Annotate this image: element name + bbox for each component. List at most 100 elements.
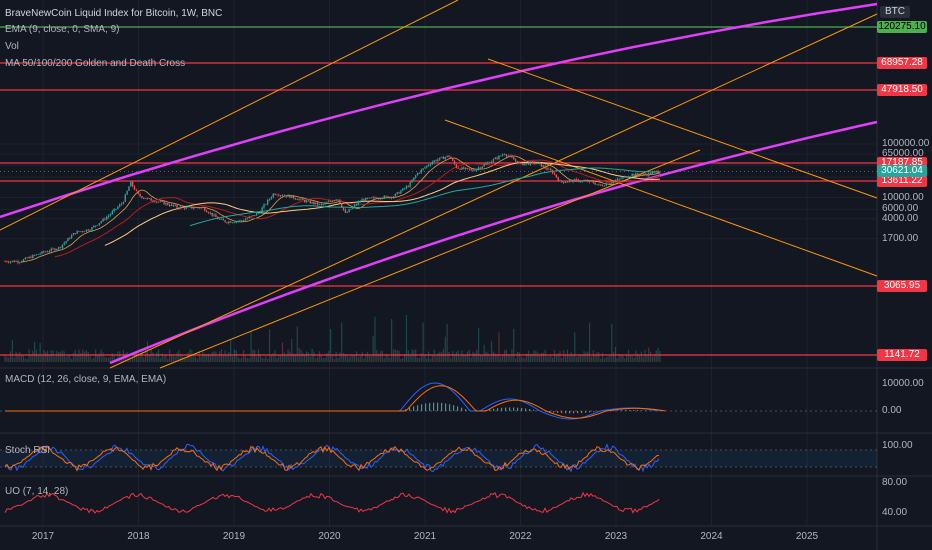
volume-bar — [194, 356, 197, 362]
macd-histogram-bar — [513, 407, 515, 411]
macd-histogram-bar — [521, 407, 523, 411]
candle-body — [70, 235, 73, 239]
volume-bar — [132, 357, 134, 362]
candle-body — [122, 201, 125, 204]
macd-histogram-bar — [637, 410, 639, 411]
candle-body — [463, 167, 465, 170]
candle-body — [22, 259, 25, 262]
volume-bar — [587, 351, 589, 362]
volume-bar — [457, 350, 459, 362]
volume-bar — [96, 355, 99, 362]
volume-bar — [603, 358, 605, 362]
macd-histogram-bar — [633, 410, 635, 411]
candle-body — [448, 155, 450, 157]
candle-body — [405, 186, 408, 189]
volume-bar — [589, 322, 591, 362]
candle-body — [620, 178, 622, 180]
candle-body — [551, 170, 554, 174]
uo-legend[interactable]: UO (7, 14, 28) — [5, 486, 69, 497]
volume-bar — [428, 351, 430, 362]
volume-bar — [304, 354, 306, 362]
candle-body — [389, 196, 391, 198]
macd-legend[interactable]: MACD (12, 26, close, 9, EMA, EMA) — [5, 374, 167, 385]
volume-bar — [468, 349, 470, 362]
candle-body — [198, 207, 200, 209]
candle-body — [542, 165, 545, 167]
volume-bar — [281, 342, 284, 362]
volume-bar — [302, 352, 304, 362]
macd-histogram-bar — [441, 402, 443, 411]
candle-body — [67, 238, 69, 242]
volume-bar — [357, 357, 359, 362]
candle-body — [61, 244, 64, 248]
volume-bar — [244, 356, 247, 362]
volume-bar — [200, 356, 202, 362]
candle-body — [365, 197, 367, 201]
volume-bar — [383, 357, 385, 362]
volume-bar — [106, 357, 108, 362]
candle-body — [390, 196, 393, 198]
candle-body — [194, 207, 197, 208]
volume-bar — [48, 354, 50, 362]
volume-bar — [515, 358, 517, 362]
price-axis-tick: 100000.00 — [882, 138, 930, 149]
candle-body — [642, 173, 644, 175]
macd-histogram-bar — [429, 402, 431, 411]
candle-body — [191, 206, 193, 209]
candle-body — [193, 207, 195, 209]
macd-histogram-bar — [497, 408, 499, 411]
candle-body — [485, 163, 487, 165]
symbol-badge[interactable]: BTC — [880, 6, 910, 18]
candle-body — [457, 167, 459, 169]
volume-bar — [596, 352, 598, 362]
candle-body — [568, 180, 570, 182]
candle-body — [305, 200, 308, 203]
candle-body — [422, 168, 424, 170]
candle-body — [242, 220, 245, 222]
lower-channel-curve — [109, 120, 878, 365]
volume-bar — [45, 351, 47, 362]
volume-bar — [213, 351, 215, 362]
moving-averages — [21, 155, 661, 263]
volume-bar — [533, 350, 535, 362]
volume-bar — [609, 355, 611, 362]
volume-bar — [35, 349, 38, 362]
ema-legend[interactable]: EMA (9, close, 0, SMA, 9) — [5, 24, 120, 35]
volume-bar — [257, 349, 260, 362]
candle-body — [588, 180, 591, 182]
candle-body — [217, 217, 219, 220]
volume-bar — [104, 356, 106, 362]
candle-body — [176, 205, 178, 208]
candle-body — [624, 176, 626, 178]
volume-bar — [333, 358, 335, 362]
volume-bar — [526, 353, 528, 362]
candle-body — [574, 179, 576, 182]
macd-histogram-bar — [561, 411, 563, 414]
volume-bar — [331, 355, 334, 362]
candle-body — [85, 229, 88, 232]
volume-bar — [370, 356, 372, 362]
price-axis-tick: 65000.00 — [882, 148, 924, 159]
ma-cross-legend[interactable]: MA 50/100/200 Golden and Death Cross — [5, 58, 186, 69]
candle-body — [115, 208, 117, 210]
candle-body — [637, 173, 639, 175]
candle-body — [374, 197, 376, 198]
candle-body — [531, 161, 533, 163]
candle-body — [409, 182, 411, 187]
vol-legend[interactable]: Vol — [5, 41, 19, 52]
stoch-axis-tick: 100.00 — [882, 440, 913, 451]
candle-body — [651, 171, 654, 175]
macd-histogram-bar — [437, 402, 439, 411]
volume-bar — [520, 356, 522, 362]
volume-bar — [359, 355, 361, 362]
candle-body — [590, 180, 593, 182]
stoch-rsi-legend[interactable]: Stoch RSI — [5, 445, 51, 456]
candle-body — [185, 206, 187, 209]
time-axis-tick: 2022 — [509, 531, 532, 542]
volume-bar — [300, 349, 302, 362]
candle-body — [500, 155, 502, 157]
candle-body — [279, 195, 282, 197]
candle-body — [648, 173, 650, 176]
volume-bar — [622, 355, 624, 362]
